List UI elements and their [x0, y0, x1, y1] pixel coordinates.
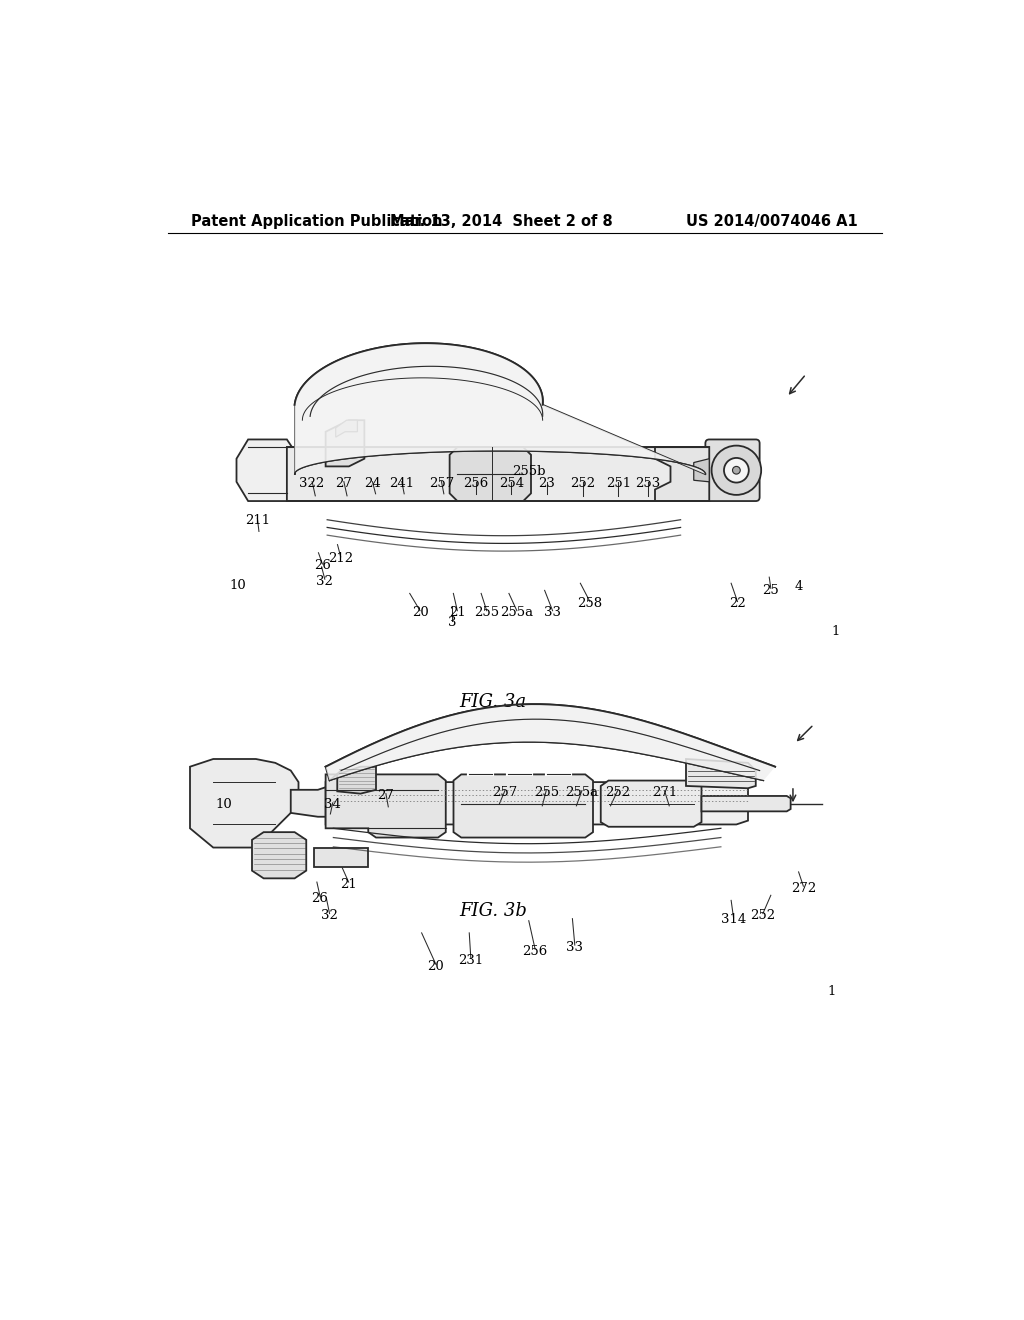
- Text: 257: 257: [493, 787, 517, 799]
- Circle shape: [724, 458, 749, 483]
- Text: 27: 27: [378, 789, 394, 803]
- Text: 1: 1: [831, 624, 840, 638]
- Polygon shape: [336, 420, 357, 437]
- Polygon shape: [291, 781, 334, 821]
- Text: 21: 21: [449, 606, 466, 619]
- Text: 26: 26: [314, 560, 331, 573]
- Text: 231: 231: [458, 954, 483, 966]
- Text: 23: 23: [539, 477, 555, 490]
- Text: 255b: 255b: [512, 465, 546, 478]
- Text: 255a: 255a: [501, 606, 534, 619]
- Text: 24: 24: [365, 477, 381, 490]
- Text: 32: 32: [316, 574, 333, 587]
- Text: 21: 21: [340, 878, 357, 891]
- Text: 32: 32: [322, 909, 338, 923]
- Polygon shape: [295, 343, 706, 474]
- Polygon shape: [326, 775, 445, 837]
- Text: 256: 256: [463, 477, 488, 490]
- Text: US 2014/0074046 A1: US 2014/0074046 A1: [686, 214, 858, 228]
- Polygon shape: [287, 447, 725, 502]
- Text: 255: 255: [474, 606, 500, 619]
- Text: 3: 3: [447, 616, 456, 630]
- Text: 33: 33: [566, 941, 584, 953]
- Polygon shape: [601, 780, 701, 826]
- Polygon shape: [326, 420, 365, 466]
- Text: 34: 34: [325, 799, 341, 812]
- Text: 20: 20: [412, 606, 428, 619]
- Text: 10: 10: [229, 578, 246, 591]
- Polygon shape: [252, 832, 306, 878]
- Circle shape: [732, 466, 740, 474]
- Polygon shape: [337, 767, 376, 793]
- Polygon shape: [450, 447, 531, 502]
- FancyBboxPatch shape: [706, 440, 760, 502]
- Text: Mar. 13, 2014  Sheet 2 of 8: Mar. 13, 2014 Sheet 2 of 8: [389, 214, 612, 228]
- Polygon shape: [190, 759, 299, 847]
- Text: 4: 4: [795, 579, 803, 593]
- Text: 271: 271: [652, 787, 677, 799]
- Text: 27: 27: [336, 477, 352, 490]
- Text: Patent Application Publication: Patent Application Publication: [191, 214, 443, 228]
- Text: 33: 33: [544, 606, 561, 619]
- Text: 272: 272: [791, 882, 816, 895]
- Polygon shape: [701, 796, 791, 812]
- Text: 258: 258: [578, 597, 602, 610]
- Polygon shape: [326, 704, 775, 780]
- Text: 25: 25: [763, 583, 779, 597]
- Text: 22: 22: [729, 597, 745, 610]
- Text: 10: 10: [216, 799, 232, 812]
- Polygon shape: [655, 447, 710, 502]
- Text: 254: 254: [499, 477, 524, 490]
- Polygon shape: [686, 759, 756, 788]
- Text: 251: 251: [606, 477, 631, 490]
- Text: FIG. 3a: FIG. 3a: [460, 693, 526, 711]
- Text: 241: 241: [389, 477, 415, 490]
- Circle shape: [712, 446, 761, 495]
- Polygon shape: [314, 847, 369, 867]
- Text: 314: 314: [721, 913, 746, 927]
- Polygon shape: [237, 440, 295, 502]
- Text: 322: 322: [299, 477, 325, 490]
- Text: 252: 252: [605, 787, 630, 799]
- Text: 211: 211: [245, 513, 270, 527]
- Text: 20: 20: [428, 960, 444, 973]
- Text: 252: 252: [751, 909, 775, 923]
- Text: 257: 257: [429, 477, 454, 490]
- Text: 256: 256: [522, 945, 548, 958]
- Text: 255: 255: [534, 787, 559, 799]
- Polygon shape: [454, 775, 593, 837]
- Text: 212: 212: [328, 552, 353, 565]
- Text: 253: 253: [635, 477, 660, 490]
- Text: 255a: 255a: [565, 787, 598, 799]
- Text: 252: 252: [570, 477, 595, 490]
- Polygon shape: [326, 781, 748, 825]
- Polygon shape: [693, 459, 710, 482]
- Text: FIG. 3b: FIG. 3b: [459, 902, 527, 920]
- Text: 26: 26: [311, 892, 329, 904]
- Text: 1: 1: [827, 985, 837, 998]
